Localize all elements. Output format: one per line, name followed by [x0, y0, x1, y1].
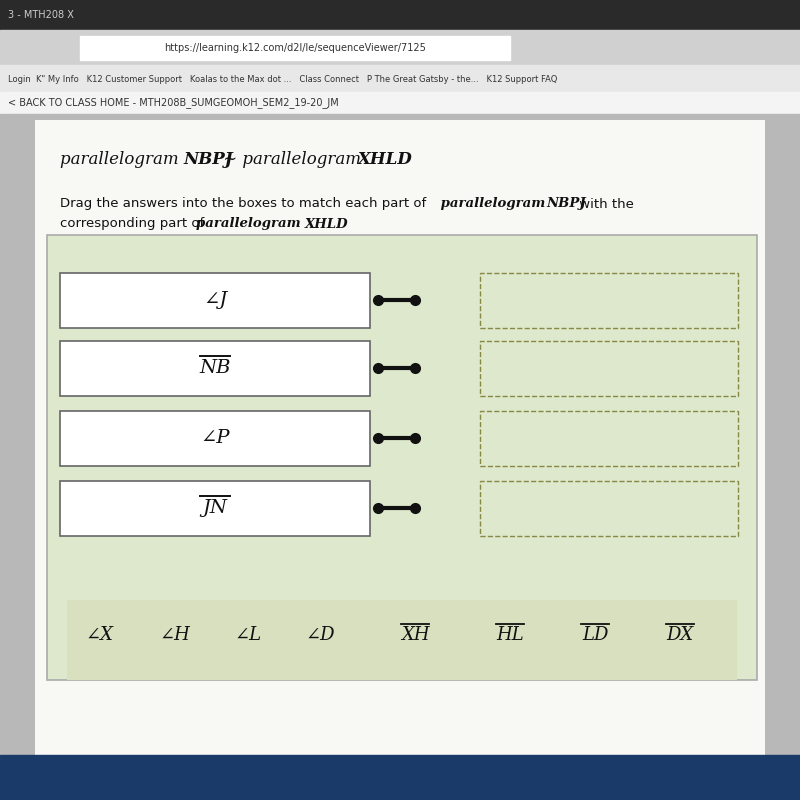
- Bar: [0, 65, 800, 92]
- Text: corresponding part of: corresponding part of: [60, 218, 209, 230]
- Text: parallelogram: parallelogram: [436, 198, 550, 210]
- Bar: [0, 92, 800, 114]
- Bar: [60, 341, 370, 395]
- Bar: [480, 341, 738, 395]
- Text: JN: JN: [202, 499, 227, 517]
- Text: ∠J: ∠J: [203, 291, 227, 309]
- Bar: [35, 120, 765, 755]
- Bar: [0, 0, 800, 30]
- Text: Login  K" My Info   K12 Customer Support   Koalas to the Max dot ...   Class Con: Login K" My Info K12 Customer Support Ko…: [8, 74, 558, 83]
- Text: XHLD: XHLD: [305, 218, 349, 230]
- Bar: [80, 36, 510, 60]
- Text: ∠P: ∠P: [200, 429, 230, 447]
- Bar: [480, 481, 738, 535]
- Text: XH: XH: [401, 626, 430, 644]
- Text: HL: HL: [496, 626, 524, 644]
- Text: NBPJ: NBPJ: [183, 151, 233, 169]
- Text: parallelogram: parallelogram: [60, 151, 184, 169]
- Text: ∠D: ∠D: [306, 626, 334, 644]
- Text: NB: NB: [199, 359, 230, 377]
- Bar: [0, 114, 800, 800]
- Bar: [0, 755, 800, 800]
- Bar: [60, 481, 370, 535]
- Text: ∠X: ∠X: [86, 626, 114, 644]
- Text: NBPJ: NBPJ: [546, 198, 586, 210]
- Bar: [0, 30, 800, 65]
- Text: < BACK TO CLASS HOME - MTH208B_SUMGEOMOH_SEM2_19-20_JM: < BACK TO CLASS HOME - MTH208B_SUMGEOMOH…: [8, 98, 338, 109]
- Text: .: .: [335, 218, 339, 230]
- Bar: [47, 235, 757, 680]
- Text: ∠L: ∠L: [234, 626, 262, 644]
- Text: parallelogram: parallelogram: [196, 218, 306, 230]
- Bar: [67, 600, 737, 680]
- Text: ∠H: ∠H: [159, 626, 190, 644]
- Text: ∼ parallelogram: ∼ parallelogram: [218, 151, 366, 169]
- Text: XHLD: XHLD: [358, 151, 413, 169]
- Bar: [480, 410, 738, 466]
- Text: with the: with the: [575, 198, 634, 210]
- Text: https://learning.k12.com/d2l/le/sequenceViewer/7125: https://learning.k12.com/d2l/le/sequence…: [164, 43, 426, 53]
- Bar: [480, 273, 738, 327]
- Text: Drag the answers into the boxes to match each part of: Drag the answers into the boxes to match…: [60, 198, 426, 210]
- Text: LD: LD: [582, 626, 608, 644]
- Text: 3 - MTH208 X: 3 - MTH208 X: [8, 10, 74, 20]
- Text: DX: DX: [666, 626, 694, 644]
- Bar: [60, 410, 370, 466]
- Bar: [60, 273, 370, 327]
